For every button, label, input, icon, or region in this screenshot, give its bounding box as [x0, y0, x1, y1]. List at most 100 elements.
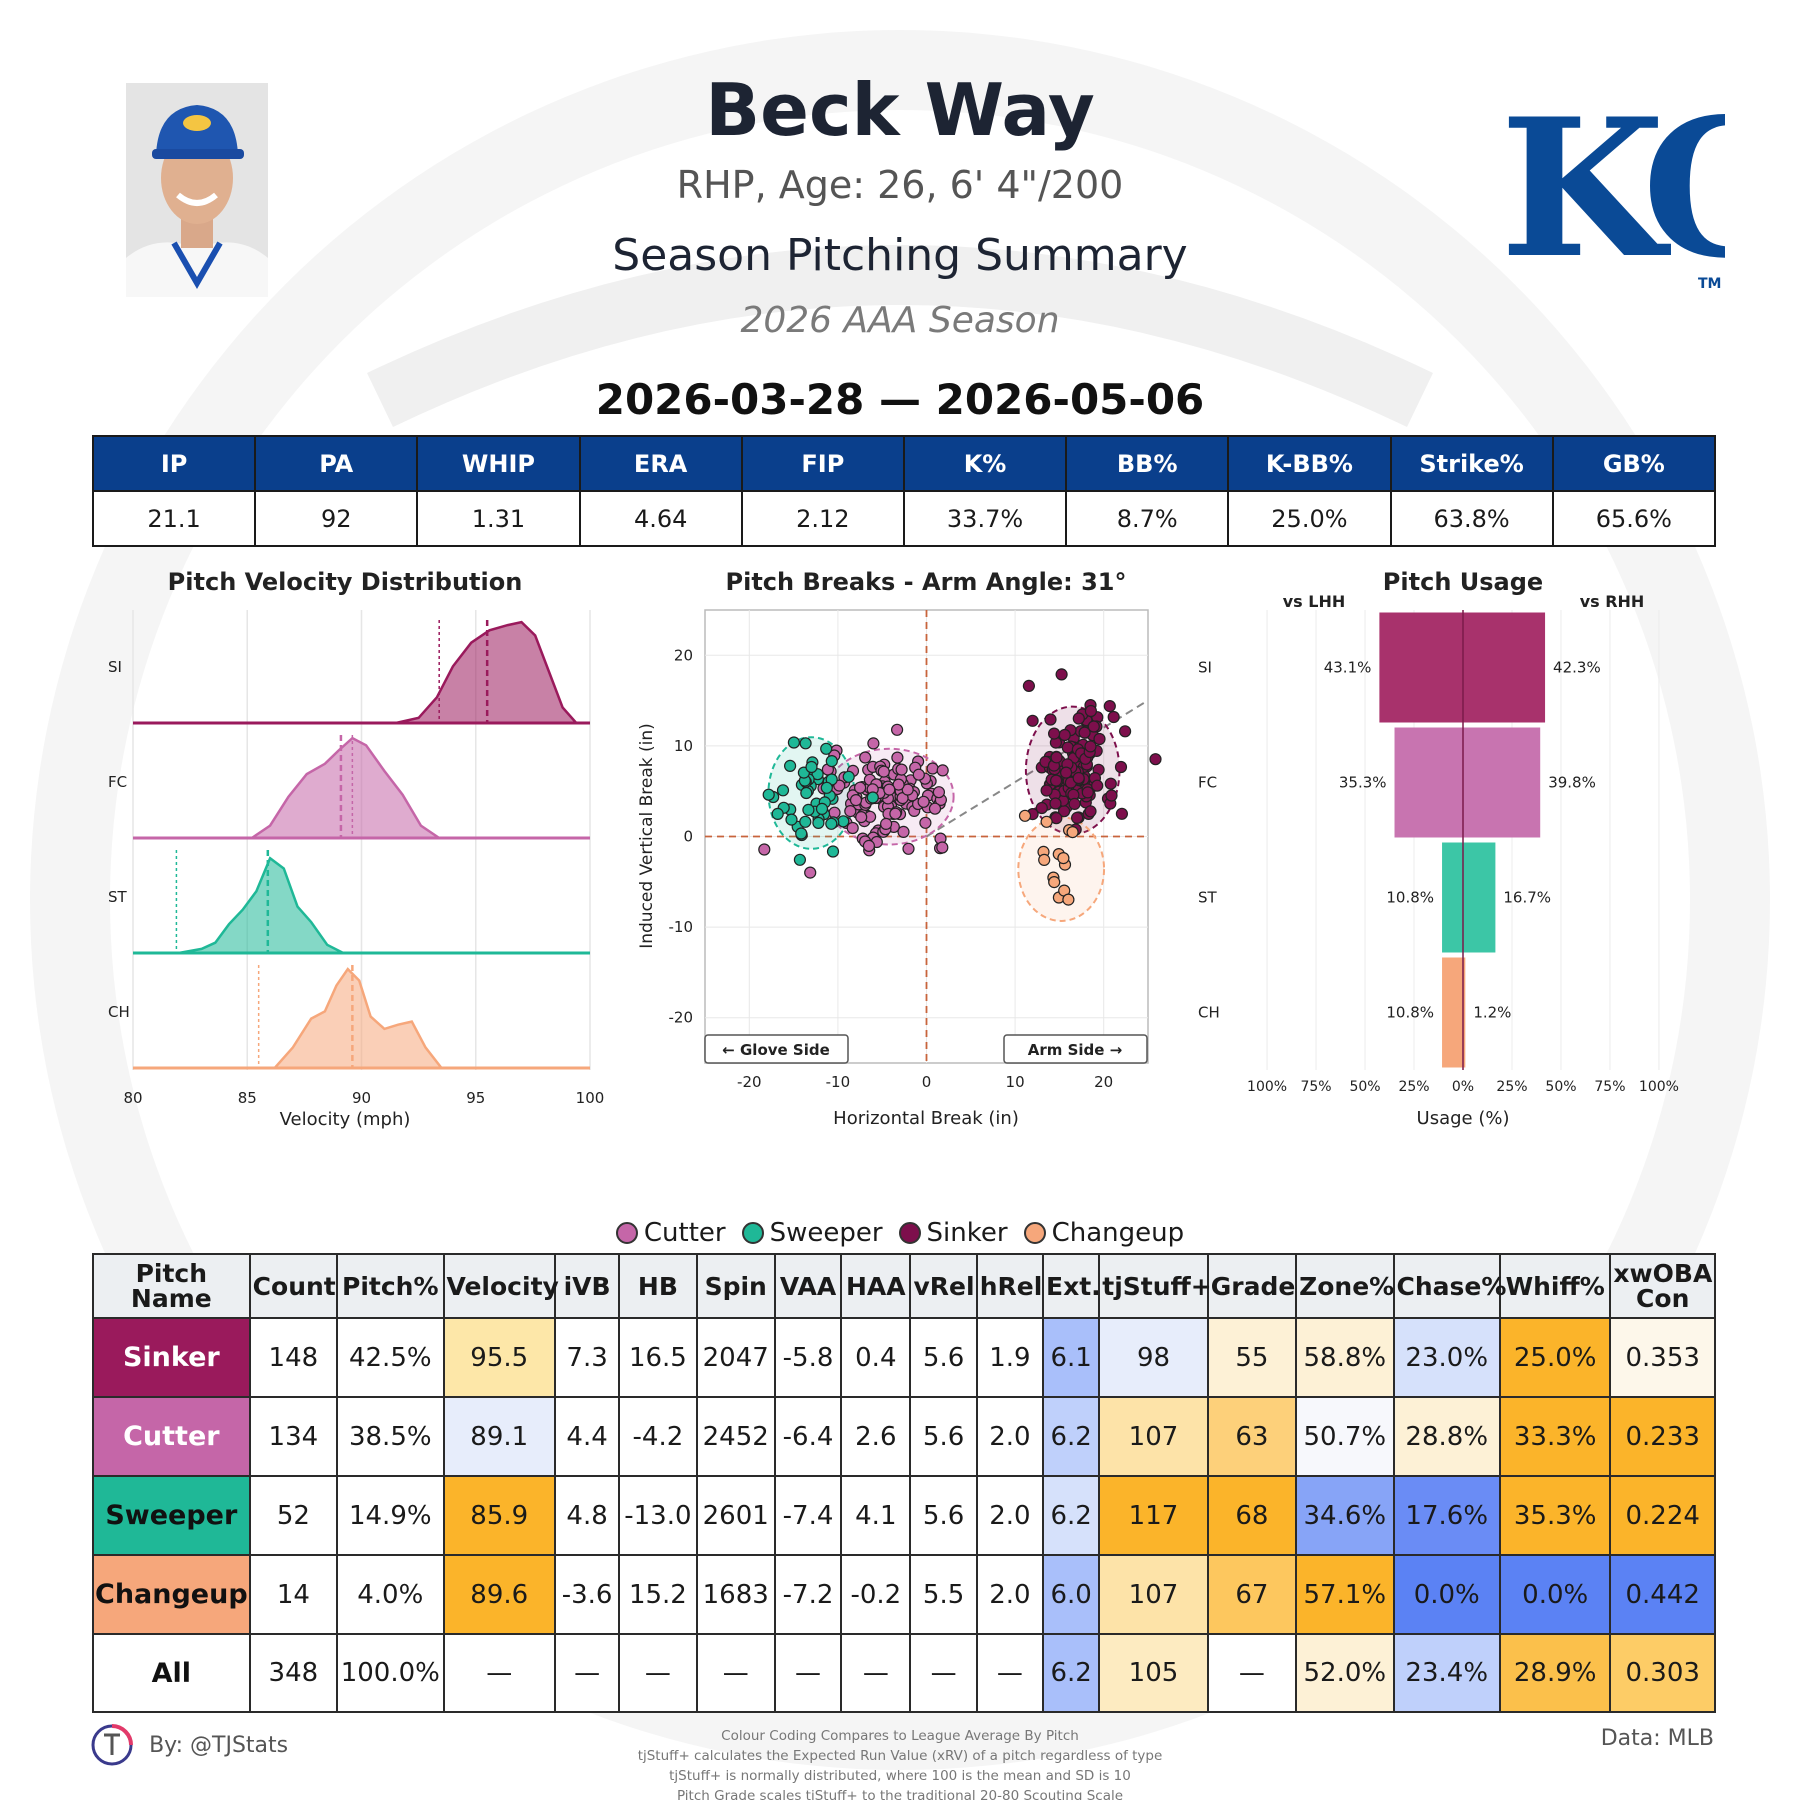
pitch-table-header: Grade	[1206, 1253, 1298, 1319]
footer-note: tjStuff+ is normally distributed, where …	[669, 1768, 1131, 1784]
break-point-sinker	[1115, 807, 1129, 820]
break-point-cutter	[879, 817, 893, 831]
pitch-metric-cell: 2.0	[975, 1554, 1045, 1635]
pitch-metric-cell: 52	[248, 1475, 339, 1556]
stat-header: K-BB%	[1227, 435, 1392, 492]
legend-item: Cutter	[615, 1218, 726, 1248]
pitch-table-header: Spin	[695, 1253, 776, 1319]
break-point-sinker	[1081, 786, 1094, 799]
usage-bar-rhh	[1463, 842, 1496, 953]
pitch-metric-cell: 117	[1098, 1475, 1209, 1556]
pitch-metric-cell: 16.5	[618, 1317, 698, 1398]
pitch-metric-cell: 6.2	[1042, 1396, 1101, 1477]
usage-row-label: CH	[1198, 1004, 1220, 1022]
break-x-tick: 0	[922, 1073, 932, 1091]
pitch-metric-cell: 107	[1098, 1396, 1209, 1477]
usage-tick-label: 75%	[1594, 1079, 1625, 1095]
break-point-sweeper	[837, 815, 850, 828]
pitch-legend: Cutter Sweeper Sinker Changeup	[0, 1218, 1800, 1248]
legend-label: Changeup	[1051, 1218, 1185, 1248]
pitch-metric-cell: 14	[248, 1554, 339, 1635]
velocity-tick-label: 80	[123, 1089, 142, 1107]
pitch-metric-cell: 89.1	[442, 1396, 556, 1477]
season-stats-value-row: 21.1 92 1.31 4.64 2.12 33.7% 8.7% 25.0% 63.8% 65.…	[91, 490, 1717, 547]
pitch-metric-cell: —	[553, 1633, 621, 1713]
break-point-sinker	[1118, 725, 1132, 738]
pitch-metric-cell: 50.7%	[1295, 1396, 1395, 1477]
break-point-changeup	[1048, 875, 1061, 889]
break-point-sweeper	[762, 788, 775, 801]
break-y-tick: -20	[669, 1009, 694, 1027]
velocity-density-fc	[133, 736, 590, 840]
break-point-cutter	[902, 842, 915, 855]
break-point-sweeper	[785, 813, 798, 826]
pitch-table-header-row: Pitch Name Count Pitch% Velocity iVB HB Spin VA…	[92, 1253, 1716, 1319]
break-x-tick: 10	[1006, 1073, 1025, 1091]
usage-bar-lhh	[1394, 727, 1463, 838]
pitch-table-header: Pitch Name	[92, 1253, 251, 1319]
break-point-sinker	[1049, 797, 1062, 810]
stat-value: 25.0%	[1227, 490, 1392, 547]
pitch-metric-cell: 25.0%	[1498, 1317, 1612, 1398]
pitch-metric-cell: 42.5%	[336, 1317, 445, 1398]
velocity-density-ch	[133, 967, 590, 1070]
pitch-metric-cell: 52.0%	[1295, 1633, 1395, 1713]
pitch-table-header: Ext.	[1042, 1253, 1101, 1319]
break-point-cutter	[883, 783, 896, 796]
usage-right-label: vs RHH	[1580, 592, 1645, 611]
player-name: Beck Way	[705, 68, 1095, 152]
break-point-cutter	[804, 866, 817, 879]
break-point-sweeper	[795, 827, 808, 840]
date-range: 2026-03-28 — 2026-05-06	[595, 375, 1205, 424]
stat-value: 4.64	[578, 490, 743, 547]
pitch-table-row: Changeup 14 4.0% 89.6 -3.6 15.2 1683 -7.2 -0.2 5.…	[92, 1554, 1716, 1635]
break-point-sinker	[1022, 679, 1036, 693]
break-point-sinker	[1072, 712, 1085, 725]
arm-side-label: Arm Side →	[1028, 1041, 1123, 1059]
pitch-table-header: HAA	[840, 1253, 912, 1319]
usage-bar-lhh	[1442, 957, 1463, 1068]
break-point-cutter	[895, 763, 908, 776]
legend-swatch	[741, 1222, 764, 1244]
break-point-sweeper	[799, 815, 812, 828]
pitch-metric-cell: 28.8%	[1392, 1396, 1501, 1477]
usage-value-rhh: 1.2%	[1473, 1004, 1511, 1022]
pitch-name-cell: All	[92, 1633, 251, 1713]
velocity-chart-title: Pitch Velocity Distribution	[168, 568, 523, 596]
pitch-metric-cell: 6.2	[1042, 1475, 1101, 1556]
break-point-sweeper	[802, 803, 815, 817]
usage-value-lhh: 43.1%	[1324, 659, 1372, 677]
break-point-cutter	[926, 762, 939, 775]
stat-value: 92	[254, 490, 419, 547]
pitch-metric-cell: 100.0%	[336, 1633, 445, 1713]
pitch-metric-cell: -3.6	[553, 1554, 621, 1635]
break-point-changeup	[1038, 853, 1051, 867]
footer-notes: Colour Coding Compares to League Average…	[0, 1726, 1800, 1800]
data-source: Data: MLB	[1600, 1726, 1714, 1751]
usage-tick-label: 25%	[1398, 1079, 1429, 1095]
pitch-metric-cell: 5.6	[909, 1317, 978, 1398]
break-point-cutter	[853, 781, 867, 794]
break-point-changeup	[1066, 825, 1079, 839]
pitch-metric-cell: 89.6	[442, 1554, 556, 1635]
break-point-sinker	[1035, 801, 1048, 815]
glove-side-box	[704, 1034, 849, 1064]
break-y-tick: 0	[683, 828, 693, 846]
break-point-sinker	[1070, 811, 1084, 825]
usage-tick-label: 25%	[1496, 1079, 1527, 1095]
stat-header: WHIP	[416, 435, 581, 492]
break-point-sinker	[1072, 771, 1085, 785]
usage-tick-label: 100%	[1247, 1079, 1287, 1095]
svg-text:KC: KC	[1500, 80, 1725, 300]
pitch-metrics-table: Pitch Name Count Pitch% Velocity iVB HB Spin VA…	[92, 1253, 1716, 1713]
pitch-metric-cell: 2.6	[840, 1396, 912, 1477]
break-point-cutter	[846, 821, 859, 835]
pitch-metric-cell: 0.353	[1609, 1317, 1716, 1398]
pitch-metric-cell: 23.4%	[1392, 1633, 1501, 1713]
pitch-metric-cell: 0.224	[1609, 1475, 1716, 1556]
pitch-metric-cell: -6.4	[773, 1396, 843, 1477]
break-point-cutter	[889, 807, 902, 820]
velocity-density-si	[133, 620, 590, 725]
footer-note: Pitch Grade scales tjStuff+ to the tradi…	[676, 1788, 1124, 1800]
footer-note: tjStuff+ calculates the Expected Run Val…	[637, 1748, 1163, 1764]
